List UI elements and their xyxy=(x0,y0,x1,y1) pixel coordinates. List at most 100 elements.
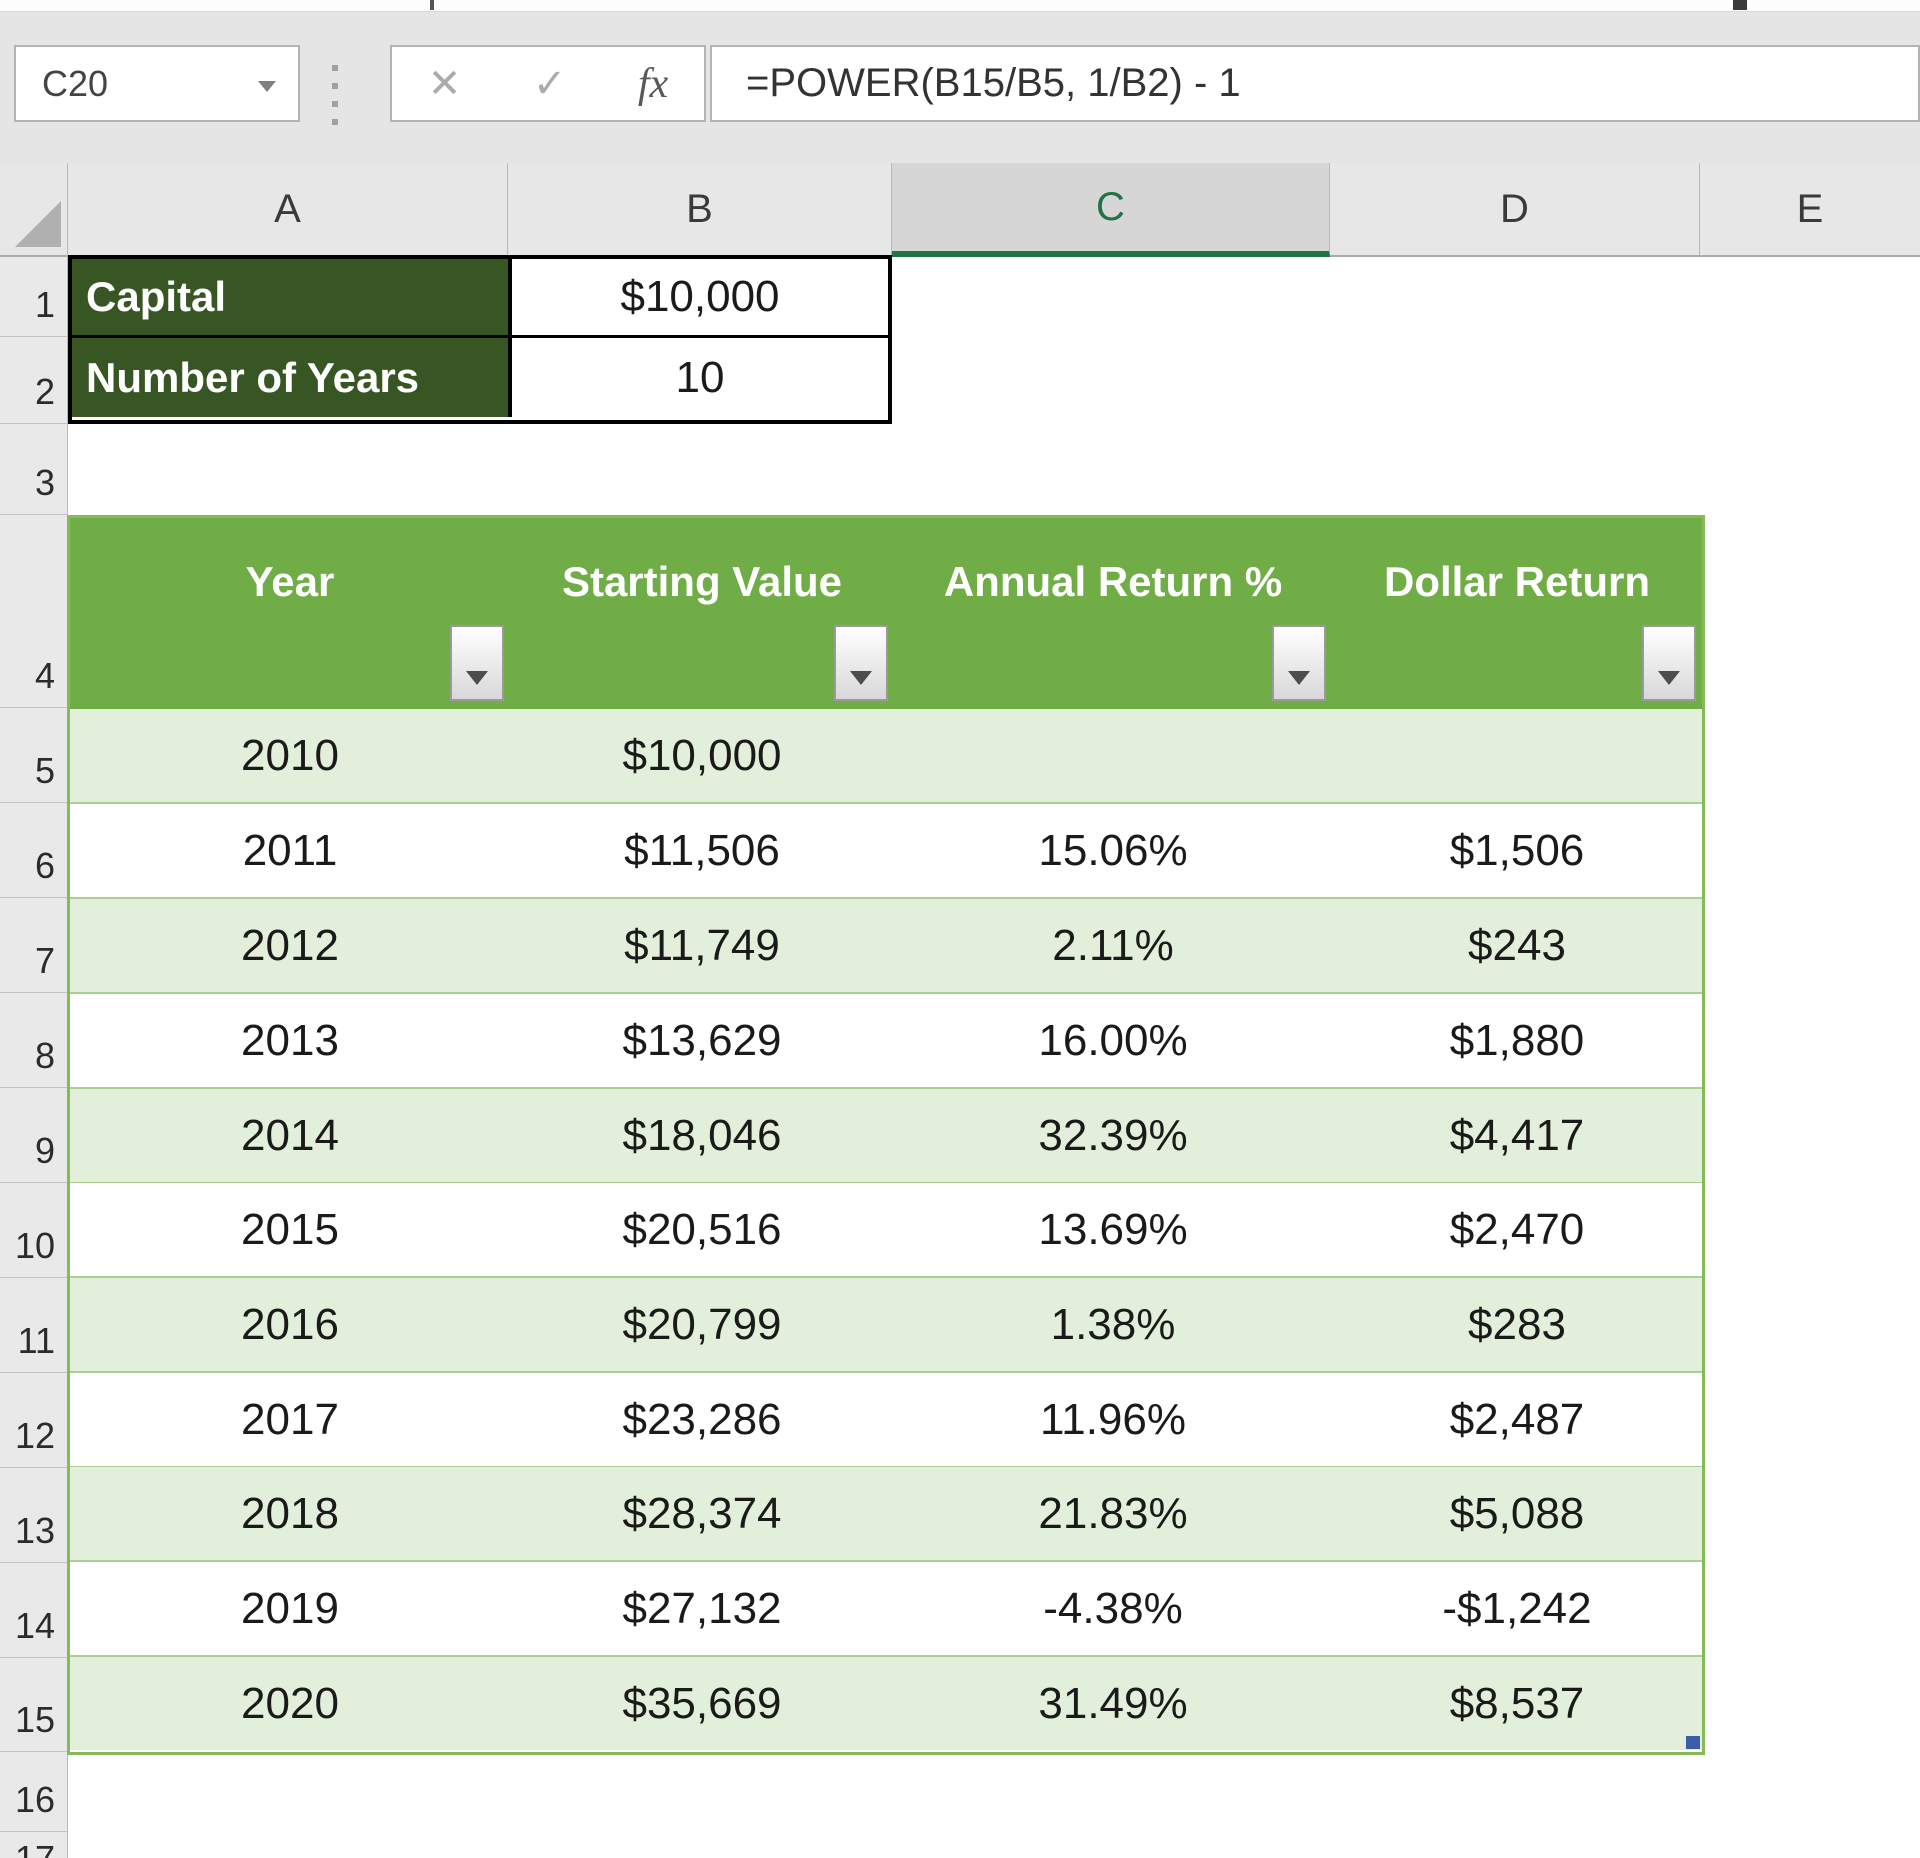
header-annual-return[interactable]: Annual Return % xyxy=(943,558,1283,605)
cell-dollar-return[interactable]: $1,880 xyxy=(1449,1015,1585,1065)
cell-annual-return[interactable]: 16.00% xyxy=(1038,1015,1188,1065)
cell-dollar-return[interactable]: $2,487 xyxy=(1449,1394,1585,1444)
row-header-13[interactable]: 13 xyxy=(0,1468,68,1563)
cell-starting-value[interactable]: $18,046 xyxy=(622,1110,782,1160)
name-box[interactable]: C20 xyxy=(14,45,300,122)
row-header-7[interactable]: 7 xyxy=(0,898,68,993)
cell-dollar-return[interactable]: $283 xyxy=(1468,1299,1566,1349)
row-header-14[interactable]: 14 xyxy=(0,1563,68,1658)
cell-year[interactable]: 2015 xyxy=(241,1204,339,1254)
table-row: 2015 $20,516 13.69% $2,470 xyxy=(70,1183,1702,1278)
header-year[interactable]: Year xyxy=(245,558,335,605)
column-header-a[interactable]: A xyxy=(68,163,508,255)
select-all-triangle-icon xyxy=(15,201,61,247)
row-header-5[interactable]: 5 xyxy=(0,708,68,803)
table-row: 2013 $13,629 16.00% $1,880 xyxy=(70,994,1702,1089)
row-header-17[interactable]: 17 xyxy=(0,1832,68,1858)
cell-dollar-return[interactable] xyxy=(1332,709,1702,802)
cell-year[interactable]: 2019 xyxy=(241,1583,339,1633)
cell-dollar-return[interactable]: $8,537 xyxy=(1449,1678,1585,1728)
row-header-1[interactable]: 1 xyxy=(0,257,68,337)
ribbon-fragment xyxy=(1733,0,1747,10)
cell-b1-capital-value[interactable]: $10,000 xyxy=(512,259,888,335)
filter-button-starting-value[interactable] xyxy=(834,625,888,701)
row-header-11[interactable]: 11 xyxy=(0,1278,68,1373)
formula-bar-input[interactable]: =POWER(B15/B5, 1/B2) - 1 xyxy=(710,45,1920,122)
formula-bar-divider-dots xyxy=(332,65,338,125)
row-header-16[interactable]: 16 xyxy=(0,1752,68,1832)
cell-starting-value[interactable]: $35,669 xyxy=(622,1678,782,1728)
cell-annual-return[interactable]: 11.96% xyxy=(1040,1394,1186,1444)
cell-annual-return[interactable]: -4.38% xyxy=(1043,1583,1183,1633)
cell-dollar-return[interactable]: $2,470 xyxy=(1449,1204,1585,1254)
cell-year[interactable]: 2017 xyxy=(241,1394,339,1444)
cell-year[interactable]: 2014 xyxy=(241,1110,339,1160)
row-header-10[interactable]: 10 xyxy=(0,1183,68,1278)
table-resize-handle[interactable] xyxy=(1686,1736,1700,1749)
column-header-d[interactable]: D xyxy=(1330,163,1700,255)
cell-annual-return[interactable]: 13.69% xyxy=(1038,1204,1188,1254)
cell-starting-value[interactable]: $13,629 xyxy=(622,1015,782,1065)
table-row: 2011 $11,506 15.06% $1,506 xyxy=(70,804,1702,899)
cell-dollar-return[interactable]: $4,417 xyxy=(1449,1110,1585,1160)
filter-button-dollar-return[interactable] xyxy=(1642,625,1696,701)
cell-year[interactable]: 2011 xyxy=(242,825,338,875)
column-header-strip: A B C D E xyxy=(0,163,1920,257)
table-header-row: Year Starting Value Annual Return % Doll… xyxy=(70,518,1702,709)
cell-a2-years-label[interactable]: Number of Years xyxy=(72,338,512,417)
cell-annual-return[interactable]: 31.49% xyxy=(1038,1678,1188,1728)
cell-year[interactable]: 2013 xyxy=(241,1015,339,1065)
cell-year[interactable]: 2010 xyxy=(241,730,339,780)
cancel-icon[interactable]: ✕ xyxy=(427,61,462,106)
insert-function-icon[interactable]: fx xyxy=(637,60,669,107)
header-starting-value[interactable]: Starting Value xyxy=(561,558,843,605)
cell-year[interactable]: 2018 xyxy=(241,1488,339,1538)
cell-annual-return[interactable] xyxy=(894,709,1332,802)
cell-annual-return[interactable]: 32.39% xyxy=(1038,1110,1188,1160)
cell-starting-value[interactable]: $20,799 xyxy=(622,1299,782,1349)
cell-starting-value[interactable]: $10,000 xyxy=(622,730,782,780)
row-header-3[interactable]: 3 xyxy=(0,424,68,515)
column-header-b[interactable]: B xyxy=(508,163,892,255)
column-header-c[interactable]: C xyxy=(892,163,1330,257)
cell-starting-value[interactable]: $23,286 xyxy=(622,1394,782,1444)
row-header-12[interactable]: 12 xyxy=(0,1373,68,1468)
cell-annual-return[interactable]: 2.11% xyxy=(1052,920,1174,970)
cell-year[interactable]: 2016 xyxy=(241,1299,339,1349)
header-dollar-return[interactable]: Dollar Return xyxy=(1383,558,1651,605)
table-row: 2017 $23,286 11.96% $2,487 xyxy=(70,1373,1702,1468)
table-row: 2012 $11,749 2.11% $243 xyxy=(70,899,1702,994)
row-header-9[interactable]: 9 xyxy=(0,1088,68,1183)
filter-button-year[interactable] xyxy=(450,625,504,701)
row-header-2[interactable]: 2 xyxy=(0,337,68,424)
row-header-8[interactable]: 8 xyxy=(0,993,68,1088)
row-header-6[interactable]: 6 xyxy=(0,803,68,898)
cell-annual-return[interactable]: 15.06% xyxy=(1038,825,1188,875)
table-row: 2018 $28,374 21.83% $5,088 xyxy=(70,1467,1702,1562)
column-header-e[interactable]: E xyxy=(1700,163,1920,255)
cell-year[interactable]: 2012 xyxy=(241,920,339,970)
filter-dropdown-icon xyxy=(466,671,488,685)
cell-year[interactable]: 2020 xyxy=(241,1678,339,1728)
cell-starting-value[interactable]: $28,374 xyxy=(622,1488,782,1538)
filter-dropdown-icon xyxy=(1658,671,1680,685)
cell-starting-value[interactable]: $11,749 xyxy=(624,920,780,970)
filter-button-annual-return[interactable] xyxy=(1272,625,1326,701)
cell-dollar-return[interactable]: $243 xyxy=(1468,920,1566,970)
cell-annual-return[interactable]: 21.83% xyxy=(1038,1488,1188,1538)
row-header-15[interactable]: 15 xyxy=(0,1658,68,1752)
select-all-button[interactable] xyxy=(0,163,68,255)
cell-b2-years-value[interactable]: 10 xyxy=(512,338,888,417)
enter-icon[interactable]: ✓ xyxy=(532,61,567,106)
cell-a1-capital-label[interactable]: Capital xyxy=(72,259,512,335)
cell-starting-value[interactable]: $27,132 xyxy=(622,1583,782,1633)
cell-dollar-return[interactable]: $1,506 xyxy=(1449,825,1585,875)
cell-dollar-return[interactable]: -$1,242 xyxy=(1442,1583,1592,1633)
row-header-4[interactable]: 4 xyxy=(0,515,68,708)
cell-starting-value[interactable]: $11,506 xyxy=(624,825,780,875)
name-box-dropdown-icon[interactable] xyxy=(258,81,276,92)
cell-dollar-return[interactable]: $5,088 xyxy=(1449,1488,1585,1538)
cell-annual-return[interactable]: 1.38% xyxy=(1050,1299,1176,1349)
cell-starting-value[interactable]: $20,516 xyxy=(622,1204,782,1254)
